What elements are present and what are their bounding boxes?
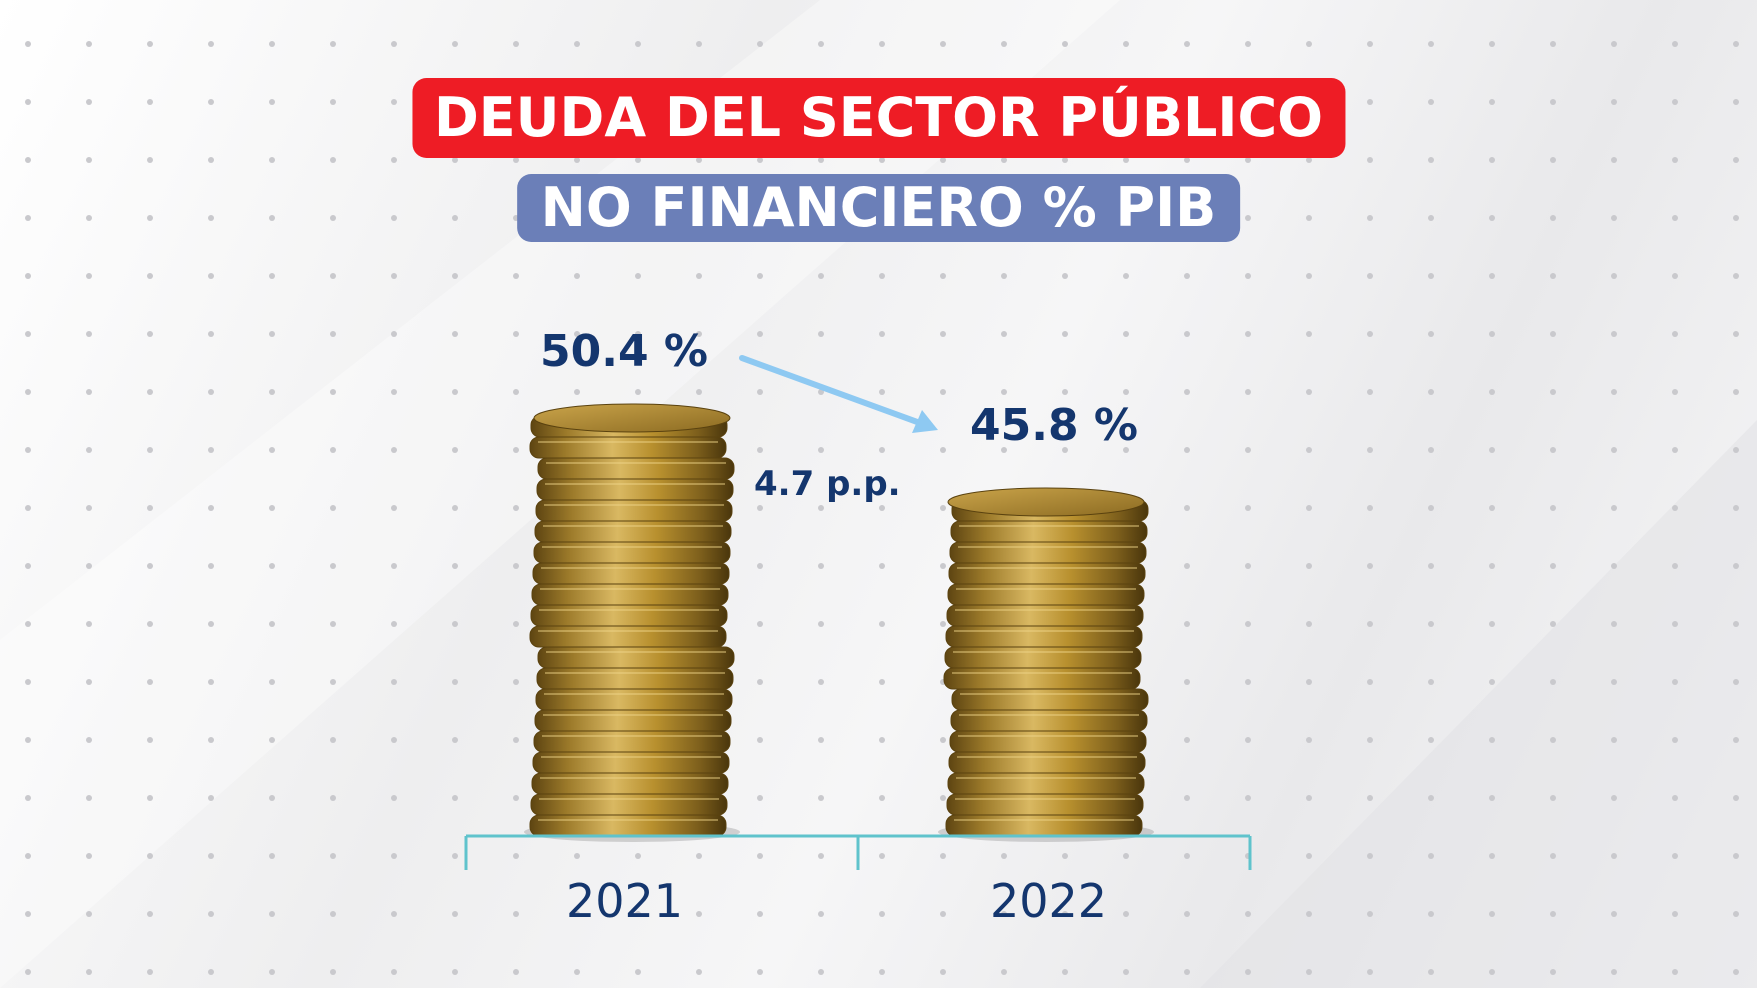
data-label-2022: 45.8 % — [970, 400, 1138, 451]
change-label: 4.7 p.p. — [754, 464, 901, 504]
x-axis — [464, 834, 1252, 870]
change-arrow — [739, 355, 938, 433]
bar-coin-stack-2021 — [524, 403, 740, 842]
title-line-1: DEUDA DEL SECTOR PÚBLICO — [411, 78, 1346, 158]
data-label-2021: 50.4 % — [540, 326, 708, 377]
x-tick-label-2021: 2021 — [566, 874, 684, 928]
bar-coin-stack-2022 — [938, 487, 1154, 842]
x-tick-label-2022: 2022 — [990, 874, 1108, 928]
bars-group — [524, 403, 1154, 842]
title-line-2: NO FINANCIERO % PIB — [516, 174, 1241, 242]
